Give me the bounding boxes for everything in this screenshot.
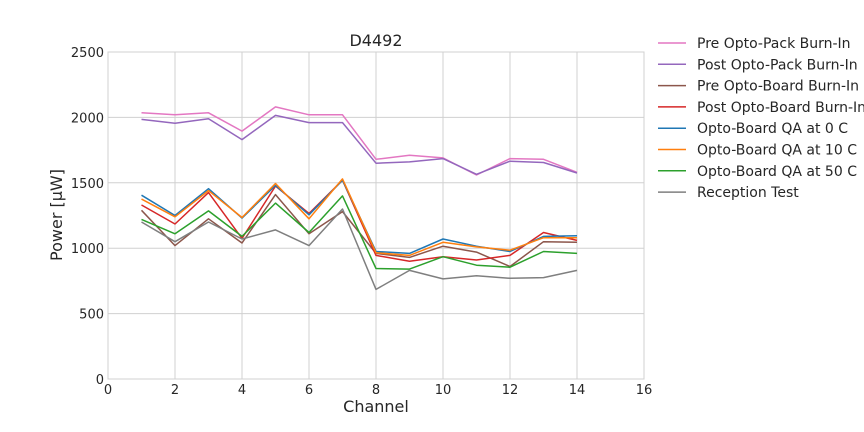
x-tick-label: 12 <box>502 383 519 398</box>
x-tick-label: 2 <box>171 383 179 398</box>
y-tick-label: 0 <box>96 373 104 388</box>
x-tick-label: 4 <box>238 383 246 398</box>
legend-entry-label: Opto-Board QA at 0 C <box>697 121 848 137</box>
grid <box>107 51 645 380</box>
y-tick-label: 500 <box>79 308 104 323</box>
legend-entry-label: Opto-Board QA at 50 C <box>697 164 857 180</box>
x-tick-labels: 0 2 4 6 8 10 12 14 16 <box>104 383 652 398</box>
y-tick-label: 2000 <box>71 111 104 126</box>
series-line-4 <box>141 179 578 263</box>
legend-entry-label: Opto-Board QA at 10 C <box>697 143 857 159</box>
series-line-7 <box>141 195 578 270</box>
x-tick-label: 10 <box>435 383 452 398</box>
x-tick-label: 16 <box>636 383 653 398</box>
series-lines <box>140 106 578 291</box>
y-axis-label: Power [μW] <box>47 169 66 261</box>
series-line-6 <box>141 178 577 257</box>
legend-entry-label: Pre Opto-Board Burn-In <box>697 79 859 95</box>
series-line-2 <box>141 114 578 176</box>
x-tick-label: 8 <box>372 383 380 398</box>
y-tick-label: 1500 <box>71 177 104 192</box>
x-axis-label: Channel <box>343 397 409 416</box>
series-line-8 <box>141 208 578 291</box>
legend-entry-label: Pre Opto-Pack Burn-In <box>697 36 851 52</box>
x-tick-label: 14 <box>569 383 586 398</box>
x-tick-label: 0 <box>104 383 112 398</box>
chart-title: D4492 <box>349 31 402 50</box>
y-tick-label: 1000 <box>71 242 104 257</box>
legend: Pre Opto-Pack Burn-In Post Opto-Pack Burn… <box>658 36 864 201</box>
legend-entry-label: Reception Test <box>697 185 799 201</box>
x-tick-label: 6 <box>305 383 313 398</box>
y-tick-label: 2500 <box>71 46 104 61</box>
plot-frame <box>107 51 645 380</box>
legend-entry-label: Post Opto-Board Burn-In <box>697 100 864 116</box>
legend-entry-label: Post Opto-Pack Burn-In <box>697 57 858 73</box>
series-line-1 <box>141 106 578 176</box>
y-tick-labels: 0 500 1000 1500 2000 2500 <box>71 46 104 388</box>
